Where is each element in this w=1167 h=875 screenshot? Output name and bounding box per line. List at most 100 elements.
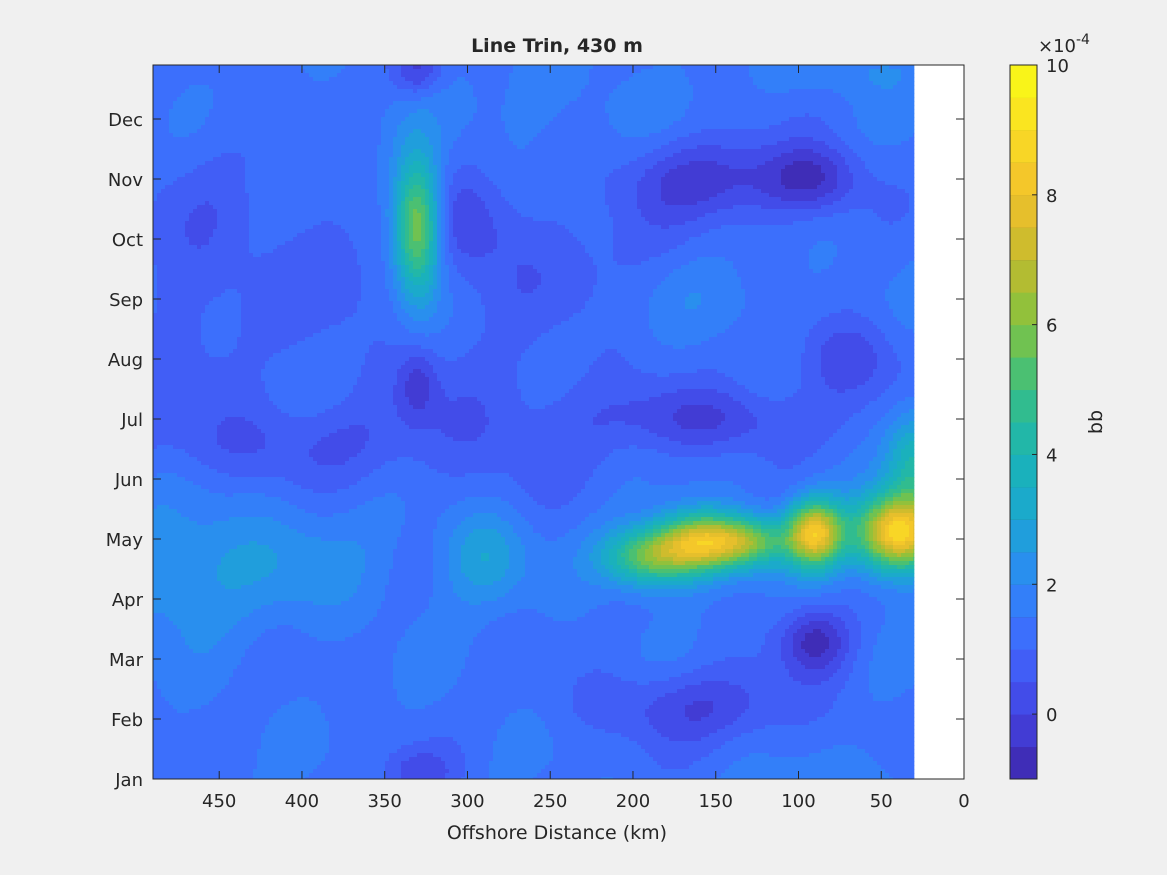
- heatmap-cell: [661, 129, 666, 134]
- heatmap-cell: [405, 121, 410, 126]
- heatmap-cell: [773, 77, 778, 82]
- heatmap-cell: [589, 133, 594, 138]
- heatmap-cell: [405, 141, 410, 146]
- heatmap-cell: [177, 97, 182, 102]
- heatmap-cell: [533, 73, 538, 78]
- heatmap-cell: [401, 161, 406, 166]
- heatmap-cell: [333, 105, 338, 110]
- heatmap-cell: [221, 125, 226, 130]
- heatmap-cell: [865, 85, 870, 90]
- heatmap-cell: [501, 89, 506, 94]
- heatmap-cell: [381, 89, 386, 94]
- heatmap-cell: [469, 137, 474, 142]
- heatmap-cell: [381, 81, 386, 86]
- heatmap-cell: [245, 161, 250, 166]
- heatmap-cell: [805, 149, 810, 154]
- heatmap-cell: [249, 133, 254, 138]
- heatmap-cell: [333, 85, 338, 90]
- heatmap-cell: [433, 97, 438, 102]
- heatmap-cell: [793, 165, 798, 170]
- heatmap-cell: [833, 77, 838, 82]
- heatmap-cell: [821, 85, 826, 90]
- heatmap-cell: [165, 97, 170, 102]
- heatmap-cell: [805, 165, 810, 170]
- heatmap-cell: [305, 121, 310, 126]
- heatmap-cell: [861, 85, 866, 90]
- heatmap-cell: [357, 113, 362, 118]
- heatmap-cell: [601, 141, 606, 146]
- heatmap-cell: [469, 73, 474, 78]
- heatmap-cell: [653, 77, 658, 82]
- heatmap-cell: [417, 161, 422, 166]
- heatmap-cell: [445, 121, 450, 126]
- heatmap-cell: [709, 125, 714, 130]
- heatmap-cell: [821, 97, 826, 102]
- heatmap-cell: [501, 101, 506, 106]
- heatmap-cell: [509, 81, 514, 86]
- heatmap-cell: [913, 105, 915, 110]
- heatmap-cell: [437, 93, 442, 98]
- heatmap-cell: [565, 149, 570, 154]
- heatmap-cell: [589, 81, 594, 86]
- heatmap-cell: [813, 125, 818, 130]
- heatmap-cell: [801, 81, 806, 86]
- heatmap-cell: [377, 89, 382, 94]
- heatmap-cell: [641, 129, 646, 134]
- heatmap-cell: [561, 121, 566, 126]
- heatmap-cell: [313, 69, 318, 74]
- heatmap-cell: [577, 97, 582, 102]
- heatmap-cell: [645, 153, 650, 158]
- heatmap-cell: [425, 93, 430, 98]
- heatmap-cell: [761, 81, 766, 86]
- heatmap-cell: [865, 105, 870, 110]
- heatmap-cell: [529, 157, 534, 162]
- heatmap-cell: [197, 165, 202, 170]
- heatmap-cell: [433, 161, 438, 166]
- heatmap-cell: [665, 137, 670, 142]
- heatmap-cell: [521, 113, 526, 118]
- heatmap-cell: [673, 121, 678, 126]
- heatmap-cell: [189, 133, 194, 138]
- heatmap-cell: [813, 149, 818, 154]
- heatmap-cell: [773, 109, 778, 114]
- heatmap-cell: [297, 77, 302, 82]
- heatmap-cell: [477, 149, 482, 154]
- heatmap-cell: [657, 109, 662, 114]
- heatmap-cell: [377, 145, 382, 150]
- heatmap-cell: [509, 85, 514, 90]
- heatmap-cell: [285, 105, 290, 110]
- heatmap-cell: [725, 157, 730, 162]
- heatmap-cell: [729, 85, 734, 90]
- heatmap-cell: [717, 97, 722, 102]
- heatmap-cell: [421, 133, 426, 138]
- heatmap-cell: [161, 73, 166, 78]
- heatmap-cell: [877, 93, 882, 98]
- heatmap-cell: [213, 145, 218, 150]
- heatmap-cell: [561, 93, 566, 98]
- heatmap-cell: [233, 169, 238, 174]
- heatmap-cell: [441, 69, 446, 74]
- heatmap-cell: [217, 105, 222, 110]
- heatmap-cell: [497, 113, 502, 118]
- heatmap-cell: [693, 141, 698, 146]
- heatmap-cell: [257, 113, 262, 118]
- heatmap-cell: [397, 89, 402, 94]
- heatmap-cell: [881, 93, 886, 98]
- heatmap-cell: [293, 101, 298, 106]
- heatmap-cell: [697, 121, 702, 126]
- heatmap-cell: [369, 149, 374, 154]
- heatmap-cell: [665, 77, 670, 82]
- heatmap-cell: [669, 93, 674, 98]
- heatmap-cell: [657, 157, 662, 162]
- heatmap-cell: [189, 105, 194, 110]
- heatmap-cell: [657, 133, 662, 138]
- heatmap-cell: [289, 129, 294, 134]
- heatmap-cell: [521, 165, 526, 170]
- heatmap-cell: [717, 81, 722, 86]
- heatmap-cell: [233, 73, 238, 78]
- heatmap-cell: [225, 137, 230, 142]
- heatmap-cell: [685, 137, 690, 142]
- heatmap-cell: [465, 145, 470, 150]
- heatmap-cell: [345, 85, 350, 90]
- heatmap-cell: [361, 117, 366, 122]
